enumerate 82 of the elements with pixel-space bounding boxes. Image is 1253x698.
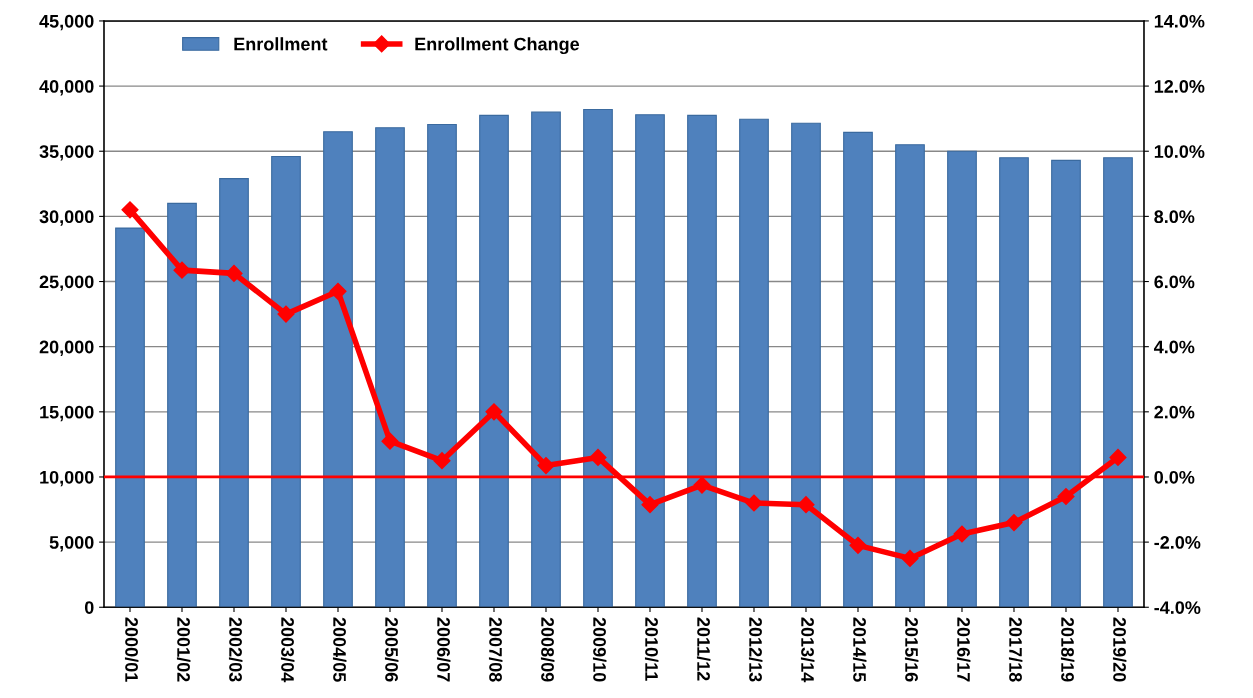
point	[1005, 514, 1023, 532]
point	[329, 282, 347, 300]
bar	[219, 178, 249, 608]
y2-tick-label: 6.0%	[1154, 275, 1195, 289]
x-tick-label: 2006/07	[436, 617, 451, 682]
point	[537, 457, 555, 475]
bar	[791, 122, 821, 608]
x-tick-label: 2014/15	[852, 617, 867, 682]
y-tick-label: 5,000	[49, 536, 94, 552]
y2-tick-label: 0.0%	[1154, 470, 1195, 484]
bar	[739, 118, 769, 608]
bar	[895, 144, 925, 608]
x-tick-label: 2017/18	[1008, 617, 1023, 682]
x-tick-label: 2012/13	[748, 617, 763, 682]
bar	[115, 227, 145, 608]
x-tick-label: 2002/03	[228, 617, 243, 682]
y2-tick-label: 2.0%	[1154, 405, 1195, 419]
point	[485, 403, 503, 421]
y2-tick-label: 10.0%	[1154, 145, 1205, 158]
y-tick-label: 45,000	[39, 14, 94, 31]
x-tick-label: 2010/11	[644, 617, 659, 681]
bar	[635, 114, 665, 608]
x-tick-label: 2008/09	[540, 617, 555, 682]
x-tick-label: 2001/02	[176, 617, 191, 682]
bar	[583, 108, 613, 608]
bar	[843, 131, 873, 608]
bar	[323, 131, 353, 608]
y-tick-label: 15,000	[40, 405, 94, 422]
x-tick-label: 2011/12	[696, 617, 711, 681]
y-tick-label: 0	[84, 601, 94, 614]
point	[225, 264, 243, 282]
point	[589, 448, 607, 466]
y-tick-label: 20,000	[39, 340, 94, 357]
y2-tick-label: 8.0%	[1154, 210, 1195, 224]
bar	[947, 150, 977, 608]
x-tick-label: 2007/08	[488, 617, 503, 682]
x-tick-label: 2000/01	[124, 617, 139, 682]
x-tick-label: 2009/10	[592, 617, 607, 682]
bar	[271, 155, 301, 608]
point	[1109, 448, 1127, 466]
legend-label: Enrollment	[234, 37, 328, 51]
point	[1057, 487, 1075, 506]
point	[641, 496, 659, 514]
y2-tick-label: 14.0%	[1154, 14, 1205, 28]
point	[381, 432, 399, 450]
y-tick-label: 10,000	[40, 470, 94, 487]
x-tick-label: 2004/05	[332, 617, 347, 682]
bar	[427, 123, 457, 608]
bar	[999, 157, 1029, 608]
y2-tick-label: -2.0%	[1154, 536, 1201, 549]
x-tick-label: 2003/04	[280, 617, 295, 683]
y-tick-label: 30,000	[39, 210, 94, 226]
point	[797, 496, 815, 514]
point	[901, 549, 919, 567]
bar	[479, 114, 509, 608]
legend-label: Enrollment Change	[415, 37, 580, 55]
x-tick-label: 2013/14	[800, 617, 815, 683]
y-tick-label: 25,000	[39, 275, 94, 291]
y-tick-label: 40,000	[39, 80, 94, 96]
point	[693, 476, 711, 494]
point	[121, 201, 139, 219]
bar	[375, 127, 405, 608]
point	[745, 494, 763, 512]
y2-tick-label: 4.0%	[1153, 340, 1195, 354]
x-tick-label: 2015/16	[904, 617, 919, 682]
y2-tick-label: -4.0%	[1154, 601, 1201, 614]
x-tick-label: 2018/19	[1060, 617, 1075, 682]
x-tick-label: 2005/06	[384, 617, 399, 682]
x-tick-label: 2016/17	[956, 617, 971, 682]
point	[173, 261, 191, 279]
y2-tick-label: 12.0%	[1154, 80, 1205, 93]
y-tick-label: 35,000	[39, 145, 94, 161]
bar	[531, 111, 561, 608]
x-tick-label: 2019/20	[1112, 617, 1127, 682]
bar	[1051, 159, 1081, 608]
point	[849, 536, 867, 554]
point	[277, 305, 295, 323]
point	[433, 452, 451, 470]
bar	[1103, 157, 1133, 608]
bar	[687, 114, 717, 608]
bar	[167, 202, 197, 608]
point	[953, 525, 971, 543]
